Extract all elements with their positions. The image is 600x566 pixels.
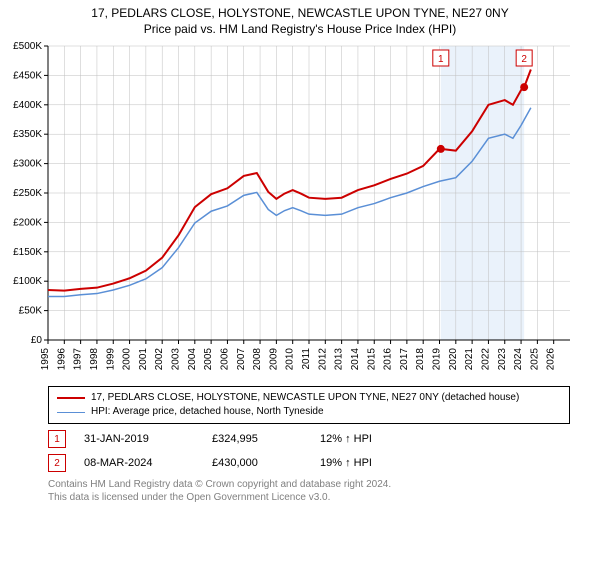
svg-text:£300K: £300K	[13, 159, 42, 170]
svg-text:2002: 2002	[154, 348, 165, 371]
svg-text:1998: 1998	[89, 348, 100, 371]
sale-row-1: 1 31-JAN-2019 £324,995 12% ↑ HPI	[48, 430, 570, 448]
svg-text:£350K: £350K	[13, 129, 42, 140]
sale-price-1: £324,995	[212, 433, 302, 445]
svg-text:£250K: £250K	[13, 188, 42, 199]
svg-text:£450K: £450K	[13, 70, 42, 81]
footer: Contains HM Land Registry data © Crown c…	[48, 478, 570, 504]
svg-text:2: 2	[521, 54, 527, 65]
svg-text:2014: 2014	[350, 348, 361, 371]
svg-text:2009: 2009	[268, 348, 279, 371]
legend-swatch-property	[57, 397, 85, 399]
chart-container: £0 £50K £100K £150K £200K £250K £300K £350K £400…	[0, 40, 600, 380]
svg-text:2011: 2011	[301, 348, 312, 370]
legend-label-hpi: HPI: Average price, detached house, Nort…	[91, 405, 324, 419]
svg-text:£400K: £400K	[13, 100, 42, 111]
svg-text:£200K: £200K	[13, 217, 42, 228]
svg-text:1: 1	[438, 54, 444, 65]
sale-row-2: 2 08-MAR-2024 £430,000 19% ↑ HPI	[48, 454, 570, 472]
svg-text:2025: 2025	[529, 348, 540, 371]
sale-date-2: 08-MAR-2024	[84, 457, 194, 469]
svg-text:2023: 2023	[497, 348, 508, 371]
svg-text:2000: 2000	[122, 348, 133, 371]
svg-text:2007: 2007	[236, 348, 247, 371]
svg-text:1995: 1995	[40, 348, 51, 371]
svg-text:2016: 2016	[383, 348, 394, 371]
svg-text:2013: 2013	[334, 348, 345, 371]
svg-text:2010: 2010	[285, 348, 296, 371]
sales-rows: 1 31-JAN-2019 £324,995 12% ↑ HPI 2 08-MA…	[48, 430, 570, 472]
svg-text:£500K: £500K	[13, 41, 42, 52]
svg-text:2001: 2001	[138, 348, 149, 371]
svg-text:2012: 2012	[317, 348, 328, 371]
sale-pct-2: 19% ↑ HPI	[320, 457, 410, 469]
price-chart: £0 £50K £100K £150K £200K £250K £300K £350K £400…	[0, 40, 600, 380]
svg-text:1997: 1997	[73, 348, 84, 371]
svg-text:£150K: £150K	[13, 247, 42, 258]
sale-price-2: £430,000	[212, 457, 302, 469]
sale-badge-1: 1	[48, 430, 66, 448]
footer-line-2: This data is licensed under the Open Gov…	[48, 491, 570, 504]
legend-swatch-hpi	[57, 412, 85, 413]
chart-legend: 17, PEDLARS CLOSE, HOLYSTONE, NEWCASTLE …	[48, 386, 570, 424]
legend-row-hpi: HPI: Average price, detached house, Nort…	[57, 405, 561, 419]
svg-text:2017: 2017	[399, 348, 410, 371]
svg-text:2024: 2024	[513, 348, 524, 371]
svg-text:2015: 2015	[366, 348, 377, 371]
svg-text:2020: 2020	[448, 348, 459, 371]
svg-text:1999: 1999	[105, 348, 116, 371]
svg-text:£50K: £50K	[19, 306, 43, 317]
footer-line-1: Contains HM Land Registry data © Crown c…	[48, 478, 570, 491]
svg-text:2019: 2019	[432, 348, 443, 371]
svg-text:2004: 2004	[187, 348, 198, 371]
svg-text:2005: 2005	[203, 348, 214, 371]
svg-text:2021: 2021	[464, 348, 475, 371]
sale-badge-2: 2	[48, 454, 66, 472]
chart-subtitle: Price paid vs. HM Land Registry's House …	[0, 22, 600, 36]
svg-text:2022: 2022	[480, 348, 491, 371]
svg-text:£0: £0	[31, 335, 43, 346]
svg-text:2008: 2008	[252, 348, 263, 371]
svg-text:2018: 2018	[415, 348, 426, 371]
sale-pct-1: 12% ↑ HPI	[320, 433, 410, 445]
svg-text:£100K: £100K	[13, 276, 42, 287]
svg-text:1996: 1996	[56, 348, 67, 371]
chart-title-address: 17, PEDLARS CLOSE, HOLYSTONE, NEWCASTLE …	[0, 6, 600, 20]
svg-text:2026: 2026	[546, 348, 557, 371]
svg-text:2003: 2003	[171, 348, 182, 371]
legend-label-property: 17, PEDLARS CLOSE, HOLYSTONE, NEWCASTLE …	[91, 391, 519, 405]
svg-text:2006: 2006	[219, 348, 230, 371]
legend-row-property: 17, PEDLARS CLOSE, HOLYSTONE, NEWCASTLE …	[57, 391, 561, 405]
sale-date-1: 31-JAN-2019	[84, 433, 194, 445]
